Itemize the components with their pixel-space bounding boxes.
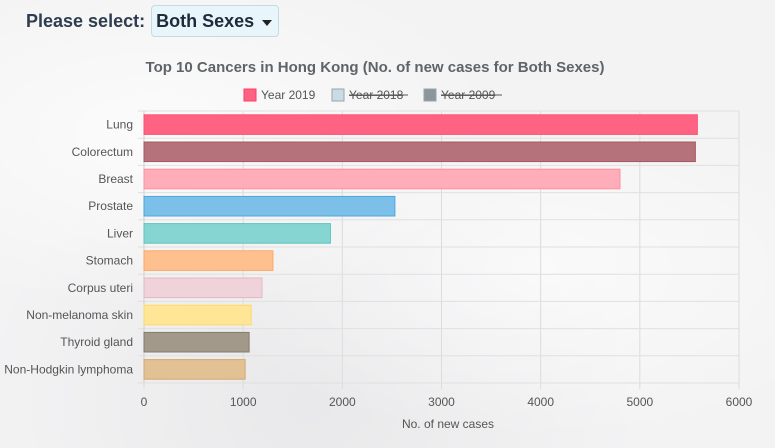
sex-selector-row: Please select: Both Sexes — [26, 4, 280, 38]
bar-non-melanoma-skin[interactable] — [143, 304, 252, 326]
y-tick-label: Thyroid gland — [60, 335, 133, 349]
selector-label: Please select: — [26, 10, 146, 31]
chevron-down-icon — [262, 20, 273, 26]
x-tick-label: 4000 — [527, 395, 554, 409]
x-tick-label: 0 — [141, 395, 148, 409]
y-tick-label: Stomach — [86, 254, 133, 268]
chart-bars — [143, 114, 698, 380]
x-tick-label: 1000 — [230, 395, 257, 409]
y-tick-label: Liver — [107, 226, 133, 240]
sex-select-dropdown[interactable]: Both Sexes — [151, 5, 280, 37]
y-tick-label: Non-melanoma skin — [26, 308, 133, 322]
y-axis-labels: Lung Colorectum Breast Prostate Liver Stomach… — [4, 118, 133, 377]
y-tick-label: Non-Hodgkin lymphoma — [4, 362, 133, 376]
x-tick-label: 6000 — [726, 395, 753, 409]
legend-label[interactable]: Year 2019 — [261, 88, 316, 102]
x-tick-label: 3000 — [428, 395, 455, 409]
bar-breast[interactable] — [143, 168, 621, 190]
bar-stomach[interactable] — [143, 250, 274, 271]
bar-lung[interactable] — [143, 114, 698, 135]
legend-swatch[interactable] — [423, 88, 437, 102]
y-tick-label: Corpus uteri — [68, 281, 133, 295]
bar-corpus-uteri[interactable] — [143, 277, 263, 299]
chart-legend: Year 2019 Year 2018 Year 2009 — [243, 88, 502, 102]
legend-swatch[interactable] — [243, 88, 257, 102]
bar-prostate[interactable] — [143, 195, 396, 217]
y-tick-label: Breast — [98, 172, 133, 186]
x-axis-title: No. of new cases — [402, 417, 494, 431]
y-tick-label: Colorectum — [72, 145, 133, 159]
bar-non-hodgkin-lymphoma[interactable] — [143, 359, 246, 380]
y-tick-label: Lung — [106, 118, 133, 132]
bar-thyroid-gland[interactable] — [143, 331, 250, 353]
selector-value: Both Sexes — [156, 10, 255, 31]
legend-swatch[interactable] — [331, 88, 345, 102]
bar-liver[interactable] — [143, 223, 331, 244]
chart-title: Top 10 Cancers in Hong Kong (No. of new … — [146, 59, 605, 76]
y-tick-label: Prostate — [88, 199, 133, 213]
bar-colorectum[interactable] — [143, 141, 696, 163]
x-tick-label: 5000 — [626, 395, 653, 409]
x-axis-tick-labels: 0 1000 2000 3000 4000 5000 6000 — [141, 395, 753, 409]
x-tick-label: 2000 — [329, 395, 356, 409]
